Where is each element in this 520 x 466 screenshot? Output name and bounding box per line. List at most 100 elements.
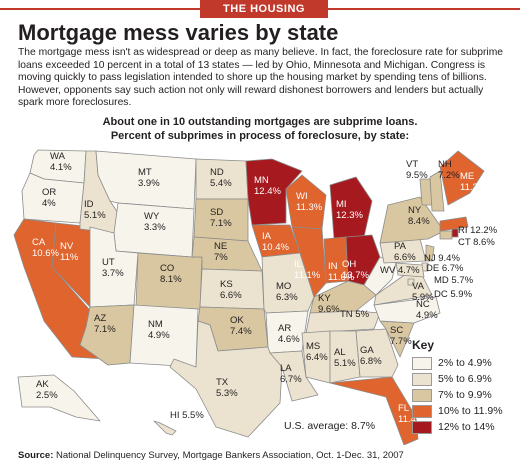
state-value: 6.8%	[360, 356, 382, 367]
state-label-mt: MT 3.9%	[138, 167, 160, 189]
state-nh	[429, 170, 445, 212]
state-code: IL	[294, 259, 302, 270]
legend-swatch	[412, 420, 432, 434]
state-value: 9.5%	[406, 170, 428, 181]
state-value: 3.9%	[138, 178, 160, 189]
state-label-tn: TN 5%	[340, 309, 370, 320]
page-title: Mortgage mess varies by state	[18, 20, 339, 45]
state-code: AK	[36, 379, 49, 390]
state-value: 11.3%	[296, 202, 323, 213]
state-value: 6.7%	[280, 374, 302, 385]
state-label-sd: SD 7.1%	[210, 207, 232, 229]
state-value: 6.6%	[220, 290, 242, 301]
state-value: 13.7%	[342, 270, 369, 281]
state-code: MS	[306, 341, 320, 352]
state-code: VA	[412, 281, 425, 292]
state-code: MI	[336, 199, 347, 210]
kicker-bar: THE HOUSING MARKET	[0, 0, 520, 33]
state-code: UT	[102, 257, 115, 268]
state-wi	[285, 174, 327, 230]
state-code: SD	[210, 207, 223, 218]
state-tn	[305, 310, 381, 334]
state-value: 3.3%	[144, 222, 166, 233]
legend-item: 2% to 4.9%	[412, 355, 512, 371]
source-note: Source: National Delinquency Survey, Mor…	[18, 450, 404, 461]
state-label-wy: WY 3.3%	[144, 211, 166, 233]
state-code: AL	[334, 347, 346, 358]
state-code: NY	[408, 205, 422, 216]
us-map: WA 4.1%OR 4%CA 10.6%NV 11%ID 5.1%MT 3.9%WY 3.3%…	[13, 149, 498, 445]
state-value: 4%	[42, 198, 56, 209]
state-value: 11%	[60, 252, 79, 263]
state-value: 5.1%	[84, 210, 106, 221]
state-label-sc: SC 7.7%	[390, 325, 412, 347]
state-code: MN	[254, 175, 269, 186]
state-label-pa: PA 6.6%	[394, 241, 416, 263]
state-nc	[373, 296, 441, 324]
state-label-ne: NE 7%	[214, 241, 228, 263]
state-value: 11.4%	[464, 208, 491, 219]
state-code: MT	[138, 167, 152, 178]
state-code: IA	[262, 231, 272, 242]
state-value: 6.3%	[276, 292, 298, 303]
state-value: 11.1%	[294, 270, 321, 281]
state-label-me: ME 11.3%	[460, 171, 487, 193]
state-label-al: AL 5.1%	[334, 347, 356, 369]
legend-item: 5% to 6.9%	[412, 371, 512, 387]
state-code: NM	[148, 319, 163, 330]
state-mn	[245, 158, 303, 226]
state-label-tx: TX 5.3%	[216, 377, 238, 399]
state-label-nj: NJ 9.4%	[424, 253, 460, 264]
state-me	[439, 150, 485, 206]
legend-swatch	[412, 388, 432, 402]
state-label-ma: MA 11.4%	[464, 197, 491, 219]
state-code: KS	[220, 279, 233, 290]
state-label-wi: WI 11.3%	[296, 191, 323, 213]
state-code: MO	[276, 281, 291, 292]
legend-item: 7% to 9.9%	[412, 387, 512, 403]
state-label-mi: MI 12.3%	[336, 199, 363, 221]
state-value: 6.6%	[394, 252, 416, 263]
state-value: 5.3%	[216, 388, 238, 399]
state-label-co: CO 8.1%	[160, 263, 182, 285]
state-code: GA	[360, 345, 374, 356]
state-label-in: IN 11.6%	[328, 261, 355, 283]
state-ak	[17, 374, 101, 422]
legend-label: 5% to 6.9%	[438, 373, 492, 385]
state-code: NC	[416, 299, 430, 310]
state-code: AZ	[94, 313, 106, 324]
state-label-de: DE 6.7%	[426, 263, 464, 274]
legend-title: Key	[412, 338, 435, 352]
state-code: WA	[50, 151, 66, 162]
state-label-ok: OK 7.4%	[230, 315, 252, 337]
state-label-ny: NY 8.4%	[408, 205, 430, 227]
legend-item: 12% to 14%	[412, 419, 512, 435]
state-value: 7%	[214, 252, 228, 263]
state-label-ct: CT 8.6%	[458, 237, 495, 248]
state-label-ks: KS 6.6%	[220, 279, 242, 301]
state-code: MA	[464, 197, 479, 208]
state-code: FL	[398, 403, 409, 414]
state-value: 10.6%	[32, 248, 59, 259]
state-label-ar: AR 4.6%	[278, 323, 300, 345]
state-label-vt: VT 9.5%	[406, 159, 428, 181]
legend-label: 12% to 14%	[438, 421, 495, 433]
state-code: AR	[278, 323, 291, 334]
state-nj	[425, 244, 435, 262]
state-code: PA	[394, 241, 407, 252]
legend-swatch	[412, 404, 432, 418]
state-code: OR	[42, 187, 56, 198]
state-code: OK	[230, 315, 244, 326]
state-code: CA	[32, 237, 46, 248]
state-label-ut: UT 3.7%	[102, 257, 124, 279]
state-label-hi: HI 5.5%	[170, 410, 204, 421]
state-label-nh: NH 7.2%	[438, 159, 460, 181]
state-label-ak: AK 2.5%	[36, 379, 58, 401]
state-label-ky: KY 9.6%	[318, 293, 340, 315]
state-label-ri: RI 12.2%	[458, 225, 498, 236]
state-code: WI	[296, 191, 308, 202]
state-value: 4.1%	[50, 162, 72, 173]
state-code: OH	[342, 259, 356, 270]
state-label-ia: IA 10.4%	[262, 231, 289, 253]
state-value: 8.4%	[408, 216, 430, 227]
